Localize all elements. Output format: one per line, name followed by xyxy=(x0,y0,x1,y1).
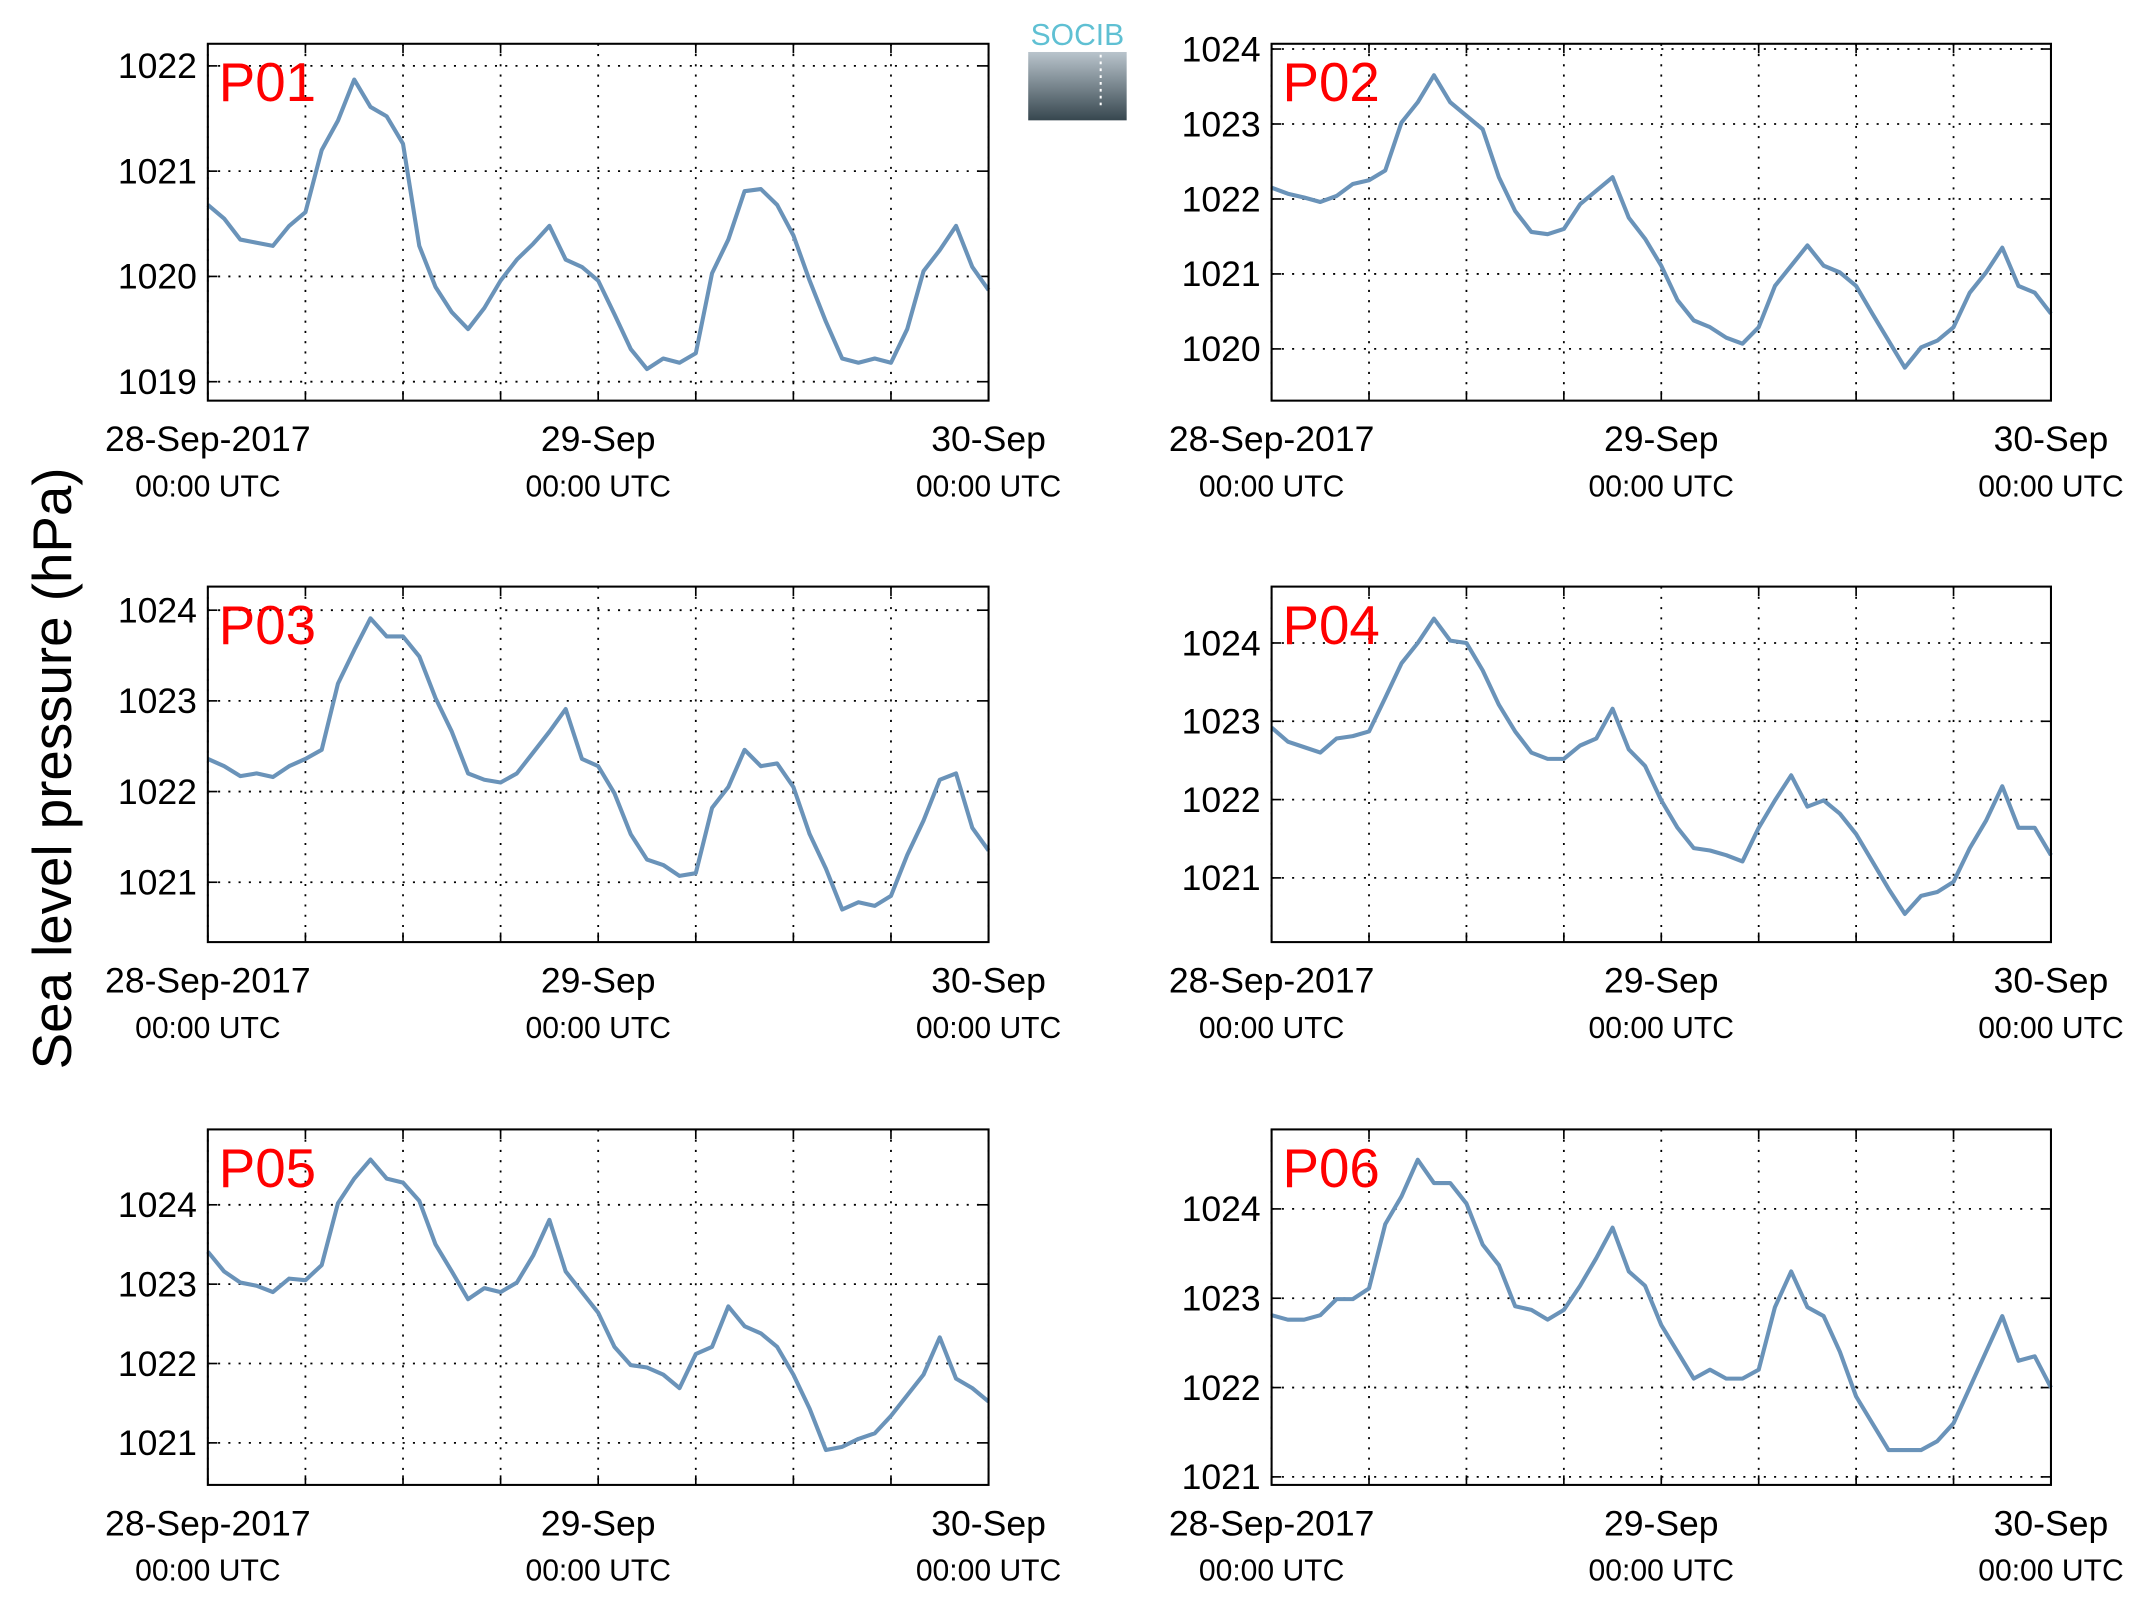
y-tick-label: 1024 xyxy=(1182,29,1261,69)
logo: SOCIB xyxy=(1028,19,1127,121)
x-tick-label: 30-Sep xyxy=(931,419,1046,459)
x-tick-label: 28-Sep-2017 xyxy=(105,1504,311,1544)
y-tick-label: 1024 xyxy=(1182,1189,1261,1229)
x-tick-sublabel: 00:00 UTC xyxy=(135,1555,280,1588)
x-tick-sublabel: 00:00 UTC xyxy=(1199,1012,1344,1045)
x-tick-sublabel: 00:00 UTC xyxy=(135,1012,280,1045)
y-axis-label: Sea level pressure (hPa) xyxy=(21,468,83,1070)
y-tick-label: 1021 xyxy=(118,151,197,191)
y-tick-label: 1021 xyxy=(118,1423,197,1463)
data-line xyxy=(206,1157,990,1453)
y-tick-label: 1024 xyxy=(118,590,197,630)
x-tick-sublabel: 00:00 UTC xyxy=(135,470,280,503)
panel: 1019 1020 1021 1022 28-Sep-2017 00:00 UTC 29-S… xyxy=(105,42,1061,503)
x-tick-sublabel: 00:00 UTC xyxy=(916,1555,1061,1588)
y-tick-label: 1021 xyxy=(1182,1457,1261,1497)
data-line xyxy=(1270,616,2053,916)
y-tick-label: 1021 xyxy=(118,863,197,903)
logo-box xyxy=(1028,51,1127,121)
panel-title: P04 xyxy=(1283,594,1380,656)
x-tick-sublabel: 00:00 UTC xyxy=(1978,470,2123,503)
y-tick-label: 1022 xyxy=(118,1344,197,1384)
x-tick-sublabel: 00:00 UTC xyxy=(1589,1012,1734,1045)
x-tick-label: 30-Sep xyxy=(931,1504,1046,1544)
x-tick-label: 30-Sep xyxy=(1994,961,2109,1001)
plot-frame xyxy=(1270,585,2052,944)
x-tick-label: 29-Sep xyxy=(541,1504,656,1544)
plot-area xyxy=(207,1129,989,1485)
y-tick-label: 1023 xyxy=(1182,702,1261,742)
plot-frame xyxy=(1270,42,2052,402)
x-tick-label: 30-Sep xyxy=(931,961,1046,1001)
panel-title: P02 xyxy=(1283,51,1380,113)
x-tick-sublabel: 00:00 UTC xyxy=(1978,1555,2123,1588)
plot-area xyxy=(1271,43,2051,401)
x-tick-label: 29-Sep xyxy=(1604,961,1719,1001)
panel-title: P01 xyxy=(219,51,316,113)
y-tick-label: 1022 xyxy=(1182,780,1261,820)
panel: 1021 1022 1023 1024 28-Sep-2017 00:00 UTC 29-S… xyxy=(1169,585,2124,1045)
x-tick-label: 28-Sep-2017 xyxy=(1169,419,1375,459)
y-tick-label: 1021 xyxy=(1182,858,1261,898)
y-tick-label: 1023 xyxy=(118,1264,197,1304)
logo-text: SOCIB xyxy=(1031,19,1125,52)
x-tick-sublabel: 00:00 UTC xyxy=(916,470,1061,503)
x-tick-label: 28-Sep-2017 xyxy=(1169,1504,1375,1544)
x-tick-sublabel: 00:00 UTC xyxy=(525,1012,670,1045)
y-tick-label: 1021 xyxy=(1182,254,1261,294)
plot-area xyxy=(1271,586,2051,943)
x-tick-label: 29-Sep xyxy=(1604,1504,1719,1544)
panel-title: P03 xyxy=(219,594,316,656)
y-tick-label: 1024 xyxy=(118,1185,197,1225)
plot-frame xyxy=(206,585,990,944)
panel: 1020 1021 1022 1023 1024 28-Sep-2017 00:00 UTC… xyxy=(1169,29,2124,503)
y-tick-label: 1019 xyxy=(118,362,197,402)
x-tick-sublabel: 00:00 UTC xyxy=(1589,470,1734,503)
x-tick-label: 30-Sep xyxy=(1994,1504,2109,1544)
x-tick-sublabel: 00:00 UTC xyxy=(525,1555,670,1588)
data-line xyxy=(1270,73,2053,370)
y-tick-label: 1022 xyxy=(1182,1368,1261,1408)
data-line xyxy=(206,616,991,912)
x-tick-label: 29-Sep xyxy=(541,961,656,1001)
x-tick-label: 29-Sep xyxy=(541,419,656,459)
x-tick-label: 28-Sep-2017 xyxy=(1169,961,1375,1001)
panel: 1021 1022 1023 1024 28-Sep-2017 00:00 UTC 29-S… xyxy=(105,1128,1061,1588)
panel: 1021 1022 1023 1024 28-Sep-2017 00:00 UTC 29-S… xyxy=(1169,1128,2124,1588)
y-tick-label: 1022 xyxy=(118,772,197,812)
y-tick-label: 1023 xyxy=(118,681,197,721)
x-tick-sublabel: 00:00 UTC xyxy=(1589,1555,1734,1588)
x-tick-label: 29-Sep xyxy=(1604,419,1719,459)
y-tick-label: 1020 xyxy=(118,257,197,297)
plot-frame xyxy=(206,42,990,402)
plot-frame xyxy=(1270,1128,2052,1486)
panel-title: P06 xyxy=(1283,1137,1380,1199)
data-line xyxy=(206,77,991,372)
plot-frame xyxy=(206,1128,990,1486)
x-tick-sublabel: 00:00 UTC xyxy=(1199,470,1344,503)
x-tick-sublabel: 00:00 UTC xyxy=(916,1012,1061,1045)
x-tick-sublabel: 00:00 UTC xyxy=(1199,1555,1344,1588)
x-tick-sublabel: 00:00 UTC xyxy=(1978,1012,2123,1045)
y-tick-label: 1022 xyxy=(118,46,197,86)
x-tick-label: 30-Sep xyxy=(1994,419,2109,459)
y-tick-label: 1020 xyxy=(1182,329,1261,369)
plot-area xyxy=(207,43,989,401)
data-line xyxy=(1271,1157,2053,1453)
x-tick-label: 28-Sep-2017 xyxy=(105,419,311,459)
y-tick-label: 1023 xyxy=(1182,104,1261,144)
y-tick-label: 1023 xyxy=(1182,1279,1261,1319)
panel: 1021 1022 1023 1024 28-Sep-2017 00:00 UTC 29-S… xyxy=(105,585,1061,1045)
x-tick-sublabel: 00:00 UTC xyxy=(525,470,670,503)
y-tick-label: 1024 xyxy=(1182,623,1261,663)
panel-title: P05 xyxy=(219,1137,316,1199)
plot-area xyxy=(1271,1129,2051,1485)
x-tick-label: 28-Sep-2017 xyxy=(105,961,311,1001)
y-tick-label: 1022 xyxy=(1182,179,1261,219)
